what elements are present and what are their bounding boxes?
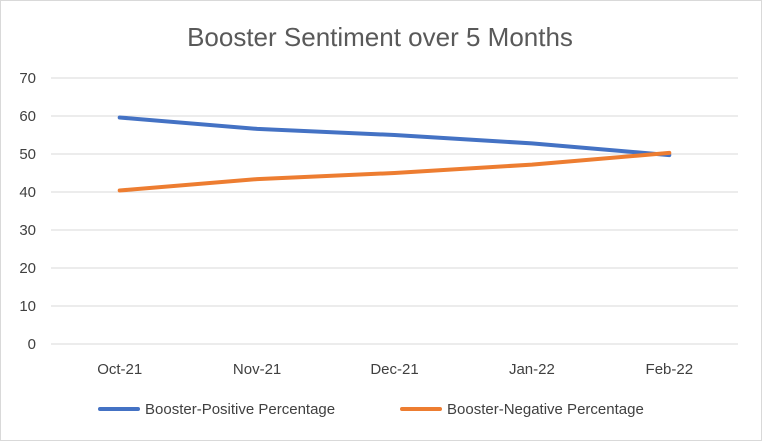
chart-title: Booster Sentiment over 5 Months: [187, 22, 573, 52]
x-tick-label: Feb-22: [646, 361, 694, 378]
y-tick-label: 50: [19, 146, 36, 163]
y-tick-label: 70: [19, 70, 36, 87]
x-axis-tick-labels: Oct-21 Nov-21 Dec-21 Jan-22 Feb-22: [97, 361, 693, 378]
x-tick-label: Nov-21: [233, 361, 281, 378]
y-axis-tick-labels: 0 10 20 30 40 50 60 70: [19, 70, 36, 353]
legend: Booster-Positive Percentage Booster-Negat…: [98, 401, 644, 418]
legend-label: Booster-Negative Percentage: [447, 401, 644, 418]
series-line-booster-positive: [117, 115, 672, 158]
y-tick-label: 0: [28, 336, 36, 353]
x-tick-label: Jan-22: [509, 361, 555, 378]
y-tick-label: 10: [19, 298, 36, 315]
y-tick-label: 30: [19, 222, 36, 239]
y-tick-label: 20: [19, 260, 36, 277]
y-tick-label: 60: [19, 108, 36, 125]
y-tick-label: 40: [19, 184, 36, 201]
series-lines: [117, 115, 672, 193]
series-line-booster-negative: [117, 150, 672, 193]
legend-label: Booster-Positive Percentage: [145, 401, 335, 418]
gridlines: [51, 77, 738, 345]
x-tick-label: Dec-21: [370, 361, 418, 378]
x-tick-label: Oct-21: [97, 361, 142, 378]
